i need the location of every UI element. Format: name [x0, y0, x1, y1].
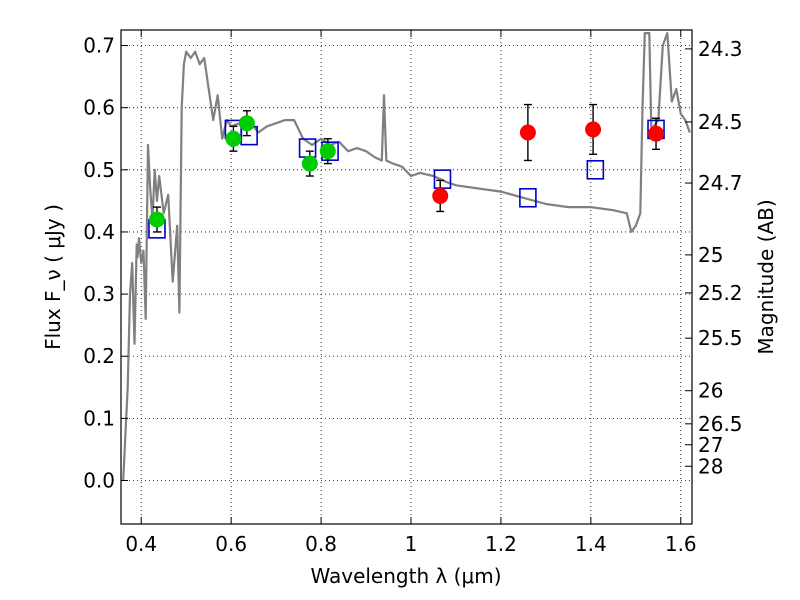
optical-point — [301, 155, 318, 172]
x-tick-label: 1.4 — [575, 532, 607, 556]
y2-axis-label: Magnitude (AB) — [754, 199, 778, 354]
grid — [121, 30, 692, 524]
y2-tick-label: 24.7 — [698, 171, 743, 195]
y-tick-label: 0.6 — [83, 96, 115, 120]
ticks — [121, 30, 692, 524]
model-spectrum-line — [122, 32, 691, 481]
y2-tick-label: 25.2 — [698, 281, 743, 305]
x-tick-label: 1 — [405, 532, 418, 556]
y2-tick-label: 28 — [698, 454, 723, 478]
model-box — [433, 169, 452, 189]
observed-points — [148, 115, 665, 228]
model-box — [586, 160, 605, 180]
optical-point — [238, 115, 255, 132]
tick-labels: 0.4 0.6 0.8 1 1.2 1.4 1.6 0.0 0.1 0.2 0.3 0.4 0.5 0.6… — [83, 34, 742, 556]
y-tick-label: 0.5 — [83, 158, 115, 182]
optical-point — [148, 211, 165, 228]
nir-point — [648, 125, 665, 142]
nir-point — [585, 121, 602, 138]
nir-point — [432, 187, 449, 204]
model-spectrum — [122, 32, 691, 481]
plot-frame — [120, 29, 693, 525]
optical-point — [319, 143, 336, 160]
model-box — [519, 187, 537, 208]
y-tick-label: 0.0 — [83, 469, 115, 493]
y-tick-label: 0.4 — [83, 220, 115, 244]
y2-tick-label: 26.5 — [698, 412, 743, 436]
x-axis-label: Wavelength λ (μm) — [310, 564, 501, 588]
y2-tick-label: 26 — [698, 379, 723, 403]
y-tick-label: 0.2 — [83, 344, 115, 368]
y-axis-label: Flux F_ν ( μJy ) — [41, 204, 65, 350]
x-tick-label: 1.6 — [665, 532, 697, 556]
x-tick-label: 1.2 — [485, 532, 517, 556]
y2-tick-label: 25.5 — [698, 326, 743, 350]
y-tick-label: 0.3 — [83, 282, 115, 306]
x-tick-label: 0.4 — [125, 532, 157, 556]
y-tick-label: 0.7 — [83, 34, 115, 58]
y2-tick-label: 25 — [698, 243, 723, 267]
x-tick-label: 0.8 — [305, 532, 337, 556]
y2-tick-label: 27 — [698, 433, 723, 457]
y2-tick-label: 24.3 — [698, 37, 743, 61]
nir-point — [519, 124, 536, 141]
optical-point — [225, 130, 242, 147]
y-tick-label: 0.1 — [83, 406, 115, 430]
x-tick-label: 0.6 — [215, 532, 247, 556]
y2-tick-label: 24.5 — [698, 110, 743, 134]
